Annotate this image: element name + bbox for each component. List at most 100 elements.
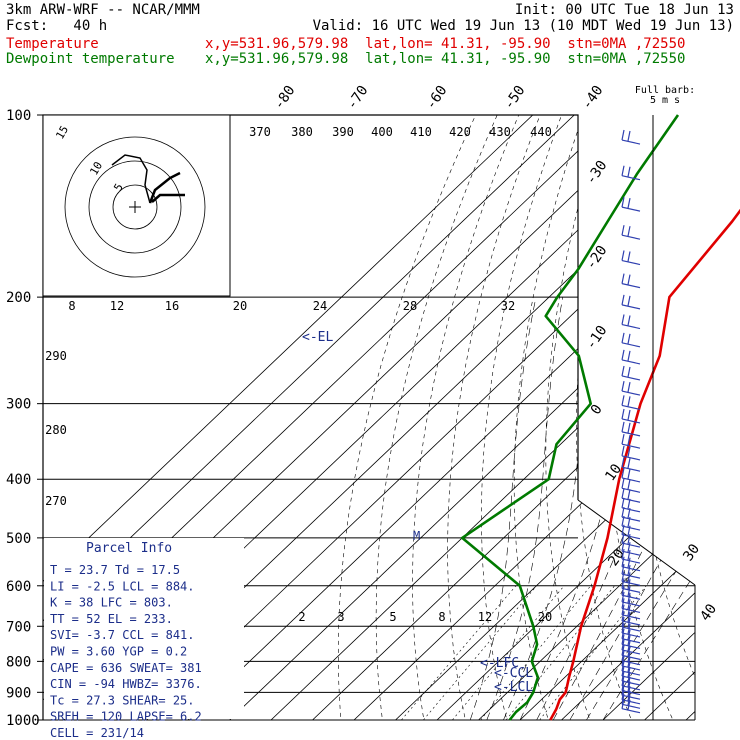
wind-barb <box>621 689 625 700</box>
wind-barb <box>627 381 631 393</box>
temperature-trace <box>549 208 740 721</box>
moist-adiabat <box>469 297 537 720</box>
wind-barb <box>621 532 625 544</box>
hodograph-trace <box>111 154 151 204</box>
temperature-legend: Temperature <box>6 36 99 52</box>
mixing-ratio-label: 12 <box>478 610 492 624</box>
wind-barb <box>621 408 625 420</box>
mixing-ratio-label: 12 <box>110 299 124 313</box>
init-time: Init: 00 UTC Tue 18 Jun 13 <box>514 2 734 18</box>
pressure-tick-label: 100 <box>6 108 31 124</box>
theta-side-label: 270 <box>45 494 67 508</box>
isotherm-line <box>685 115 695 720</box>
wind-barb <box>627 681 631 692</box>
parcel-info-row: SVI= -3.7 CCL = 841. <box>50 628 195 642</box>
wind-barb-subtitle: 5 m s <box>650 95 680 106</box>
wind-barb <box>621 365 625 377</box>
wind-barb <box>621 466 641 472</box>
wind-barb <box>627 366 631 378</box>
dewpoint-trace <box>460 114 680 721</box>
wind-barb <box>627 592 631 604</box>
wind-barb <box>621 342 641 348</box>
wind-barb <box>621 598 625 609</box>
hodograph-trace <box>148 171 185 204</box>
wind-barb <box>621 566 641 572</box>
wind-barb <box>621 488 625 499</box>
wind-barb <box>627 666 631 678</box>
theta-label: 440 <box>530 125 552 139</box>
moist-adiabat <box>552 297 695 720</box>
wind-barb <box>621 477 641 483</box>
dry-adiabat <box>375 115 498 720</box>
parcel-info-row: Tc = 27.3 SHEAR= 25. <box>50 693 195 707</box>
model-title: 3km ARW-WRF -- NCAR/MMM <box>6 2 200 18</box>
temperature-tick-label: 20 <box>605 546 628 569</box>
wind-barb <box>621 694 641 700</box>
dry-adiabat <box>447 115 541 720</box>
wind-barb <box>621 607 641 614</box>
wind-barb <box>621 571 625 582</box>
isotherm-line <box>43 115 534 720</box>
pressure-tick-label: 800 <box>6 654 31 670</box>
theta-label: 390 <box>332 125 354 139</box>
pressure-tick-label: 700 <box>6 619 31 635</box>
dry-adiabat <box>634 115 695 720</box>
parcel-info-row: SREH = 120 LAPSE= 6.2 <box>50 710 202 724</box>
wind-barb <box>621 457 625 468</box>
wind-barb <box>621 250 625 261</box>
wind-barb <box>621 349 625 361</box>
wind-barb <box>627 507 631 519</box>
wind-barb <box>621 680 641 686</box>
wind-barb <box>621 622 625 634</box>
pressure-tick-label: 300 <box>6 397 31 413</box>
lfc-marker: <-LFC <box>480 656 519 671</box>
wind-barb <box>621 434 625 445</box>
wind-barb <box>621 197 625 208</box>
wind-barb <box>621 431 641 437</box>
wind-barb <box>627 333 631 344</box>
wind-barb <box>627 315 631 326</box>
wind-barb <box>621 587 641 593</box>
parcel-info-row: T = 23.7 Td = 17.5 <box>50 563 180 577</box>
temperature-tick-label: -50 <box>501 83 529 113</box>
lcl-marker: <-LCL <box>494 680 533 695</box>
wind-barb <box>627 651 631 662</box>
mixing-ratio-label: 32 <box>501 299 515 313</box>
wind-barb <box>627 640 631 652</box>
theta-side-label: 280 <box>45 423 67 437</box>
wind-barb <box>621 670 641 676</box>
wind-barb <box>621 283 641 289</box>
isotherm-line <box>644 115 695 720</box>
parcel-info-row: LI = -2.5 LCL = 884. <box>50 579 195 593</box>
wind-barb <box>627 498 631 509</box>
dry-adiabat <box>689 115 695 720</box>
wind-barb <box>621 591 625 603</box>
wind-barb <box>627 350 631 362</box>
temperature-tick-label: -60 <box>423 83 451 113</box>
parcel-info-title: Parcel Info <box>86 541 172 556</box>
mixing-ratio-label: 24 <box>313 299 327 313</box>
wind-barb <box>621 685 625 696</box>
wind-barb <box>627 251 631 262</box>
temperature-tick-label: -80 <box>271 83 299 113</box>
wind-barb <box>621 670 625 682</box>
wind-barb <box>621 542 641 548</box>
wind-barb <box>621 380 625 392</box>
wind-barb <box>621 643 641 649</box>
wind-barb <box>627 542 631 553</box>
dry-adiabat <box>481 115 562 720</box>
wind-barb <box>621 534 641 540</box>
wind-barb <box>621 524 625 535</box>
wind-barb <box>621 556 625 567</box>
parcel-info-row: K = 38 LFC = 803. <box>50 596 173 610</box>
wind-barb <box>621 487 641 493</box>
isotherm-line <box>229 115 695 720</box>
temperature-tick-label: -70 <box>344 83 372 113</box>
hodograph-ring <box>64 136 206 278</box>
wind-barb <box>621 445 625 457</box>
wind-barb <box>621 660 625 672</box>
wind-barb <box>627 635 631 646</box>
wind-barb <box>621 649 641 655</box>
wind-barb <box>621 443 641 449</box>
